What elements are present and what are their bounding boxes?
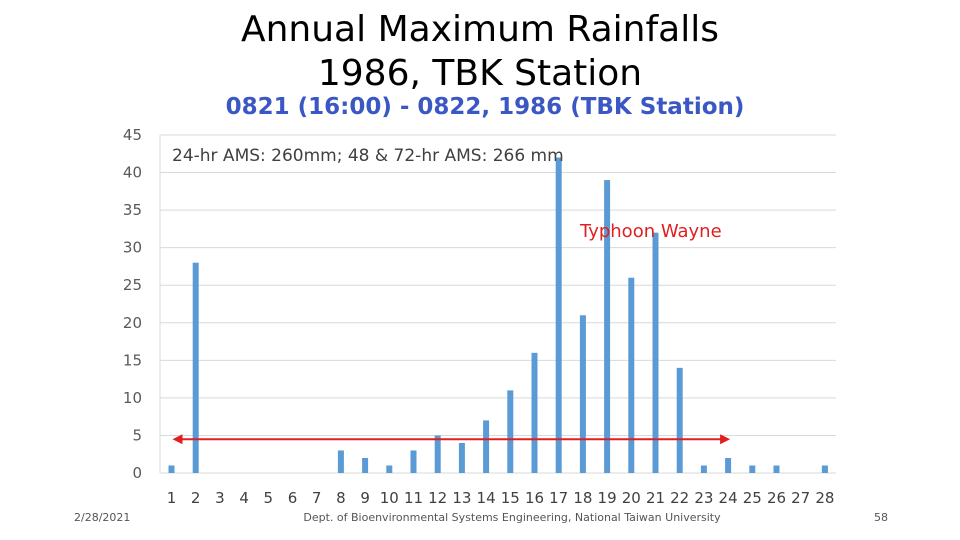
bar [168, 465, 175, 473]
x-tick-label: 4 [239, 489, 249, 507]
bar [531, 352, 538, 473]
chart-title: 0821 (16:00) - 0822, 1986 (TBK Station) [225, 94, 745, 120]
bar [725, 457, 732, 473]
x-tick-label: 26 [767, 489, 786, 507]
bar [386, 465, 393, 473]
bar [652, 232, 659, 473]
x-tick-label: 21 [646, 489, 665, 507]
x-tick-label: 22 [670, 489, 689, 507]
bar [362, 457, 369, 473]
bar [604, 180, 611, 474]
bar [555, 157, 562, 474]
bar [410, 450, 417, 473]
bar [749, 465, 756, 473]
x-tick-label: 6 [288, 489, 298, 507]
x-tick-label: 1 [167, 489, 177, 507]
x-tick-label: 17 [549, 489, 568, 507]
x-tick-label: 23 [694, 489, 713, 507]
x-tick-label: 18 [573, 489, 592, 507]
slide-title-line-2: 1986, TBK Station [317, 53, 643, 94]
y-tick-label: 40 [123, 164, 142, 182]
x-tick-label: 24 [719, 489, 738, 507]
footer-date: 2/28/2021 [74, 511, 131, 524]
bar [507, 390, 514, 473]
x-tick-label: 15 [501, 489, 520, 507]
x-tick-label: 13 [452, 489, 471, 507]
typhoon-label: Typhoon Wayne [579, 221, 722, 242]
x-tick-label: 9 [360, 489, 370, 507]
x-tick-label: 7 [312, 489, 322, 507]
event-arrow-left-head [172, 434, 183, 445]
bar [483, 420, 490, 473]
x-tick-label: 28 [815, 489, 834, 507]
x-tick-label: 10 [380, 489, 399, 507]
bar [628, 277, 635, 473]
footer-department: Dept. of Bioenvironmental Systems Engine… [303, 511, 721, 524]
slide-title-line-1: Annual Maximum Rainfalls [240, 9, 719, 50]
y-tick-label: 15 [123, 351, 142, 369]
y-tick-label: 20 [123, 314, 142, 332]
x-tick-label: 5 [264, 489, 274, 507]
y-tick-label: 25 [123, 276, 142, 294]
x-tick-label: 2 [191, 489, 201, 507]
bar [676, 367, 683, 473]
x-tick-label: 25 [743, 489, 762, 507]
y-tick-label: 45 [123, 126, 142, 144]
x-tick-label: 27 [791, 489, 810, 507]
bar [579, 315, 586, 473]
bar [700, 465, 707, 473]
x-tick-label: 11 [404, 489, 423, 507]
x-tick-label: 8 [336, 489, 346, 507]
y-tick-label: 0 [132, 464, 142, 482]
event-arrow-right-head [720, 434, 731, 445]
x-tick-label: 12 [428, 489, 447, 507]
y-tick-label: 10 [123, 389, 142, 407]
y-tick-label: 5 [132, 426, 142, 444]
y-tick-label: 30 [123, 239, 142, 257]
y-tick-label: 35 [123, 201, 142, 219]
x-tick-label: 16 [525, 489, 544, 507]
ams-annotation: 24-hr AMS: 260mm; 48 & 72-hr AMS: 266 mm [172, 146, 564, 166]
bar [458, 442, 465, 473]
bar [773, 465, 780, 473]
x-tick-label: 20 [622, 489, 641, 507]
footer-page-number: 58 [874, 511, 888, 524]
bar [821, 465, 828, 473]
x-tick-label: 14 [477, 489, 496, 507]
x-tick-label: 19 [598, 489, 617, 507]
bar [337, 450, 344, 473]
slide-title: Annual Maximum Rainfalls 1986, TBK Stati… [0, 8, 960, 96]
x-tick-label: 3 [215, 489, 225, 507]
bar [434, 435, 441, 473]
bar [192, 262, 199, 473]
